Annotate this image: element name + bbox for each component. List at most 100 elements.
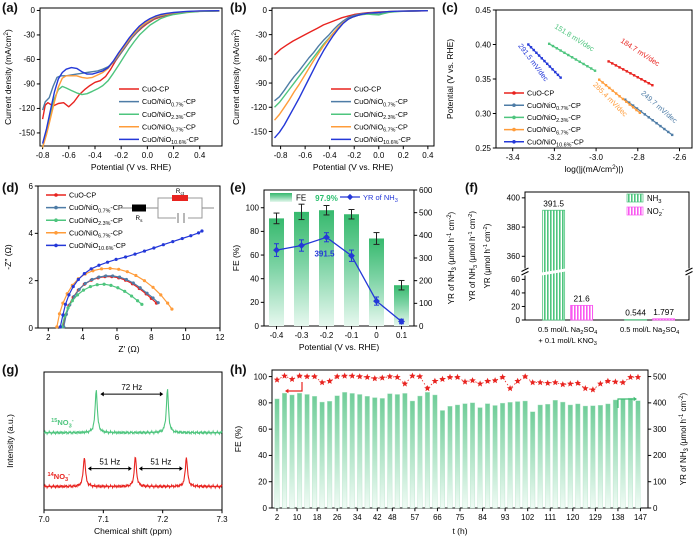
svg-text:48: 48 [388, 513, 397, 522]
svg-text:20: 20 [511, 302, 520, 311]
svg-text:0.40: 0.40 [475, 40, 491, 49]
svg-text:40: 40 [250, 274, 259, 283]
svg-text:t (h): t (h) [452, 526, 467, 536]
svg-text:4: 4 [80, 333, 85, 342]
svg-text:0.4: 0.4 [422, 151, 434, 160]
svg-text:111: 111 [544, 513, 556, 522]
svg-text:-60: -60 [255, 55, 267, 64]
svg-text:FE (%): FE (%) [233, 426, 243, 453]
svg-text:-0.6: -0.6 [298, 151, 312, 160]
svg-text:-60: -60 [23, 55, 35, 64]
svg-text:-90: -90 [255, 79, 267, 88]
svg-text:10: 10 [181, 333, 190, 342]
svg-text:CuO/NiO6.7%-CP: CuO/NiO6.7%-CP [354, 122, 408, 133]
svg-text:Current density (mA/cm2): Current density (mA/cm2) [231, 29, 241, 125]
svg-text:0.5 mol/L Na2SO4: 0.5 mol/L Na2SO4 [538, 325, 597, 336]
svg-text:15NO3-: 15NO3- [51, 418, 74, 429]
svg-text:YR of NH3 (μmol h-1 cm-2): YR of NH3 (μmol h-1 cm-2) [468, 211, 479, 302]
svg-text:-0.8: -0.8 [274, 151, 288, 160]
svg-text:4: 4 [29, 229, 34, 238]
panel-c: (c) -3.4 -3.2 -3.0 -2.8 -2.6 0.25 0.30 0.35 0.40… [440, 0, 700, 180]
svg-text:Potential (V vs. RHE): Potential (V vs. RHE) [445, 39, 455, 119]
svg-text:-0.8: -0.8 [36, 151, 50, 160]
svg-text:-3.4: -3.4 [506, 153, 520, 162]
svg-text:-0.2: -0.2 [320, 331, 334, 340]
svg-text:CuO/NiO6.7%-CP: CuO/NiO6.7%-CP [142, 122, 196, 133]
svg-text:84: 84 [478, 513, 487, 522]
svg-text:100: 100 [419, 299, 433, 308]
svg-text:100: 100 [653, 478, 667, 487]
svg-text:0.45: 0.45 [475, 6, 491, 15]
svg-text:0: 0 [29, 324, 34, 333]
svg-text:7.3: 7.3 [216, 515, 228, 524]
svg-text:138: 138 [611, 513, 624, 522]
svg-text:12: 12 [216, 333, 225, 342]
svg-text:21.6: 21.6 [574, 293, 591, 303]
svg-text:7.1: 7.1 [98, 515, 110, 524]
svg-text:0.1: 0.1 [396, 331, 408, 340]
svg-text:CuO/NiO0.7%-CP: CuO/NiO0.7%-CP [69, 203, 123, 214]
svg-text:93: 93 [501, 513, 510, 522]
svg-text:CuO/NiO2.3%-CP: CuO/NiO2.3%-CP [142, 110, 196, 121]
svg-text:-0.2: -0.2 [114, 151, 128, 160]
svg-text:60: 60 [511, 275, 520, 284]
svg-text:66: 66 [433, 513, 442, 522]
svg-text:0: 0 [419, 322, 424, 331]
chart-a-lsv: -0.8 -0.6 -0.4 -0.2 0.0 0.2 0.4 0 -30 -60 -90 -120 -… [3, 6, 223, 172]
svg-text:147: 147 [634, 513, 647, 522]
svg-text:1.797: 1.797 [653, 307, 674, 317]
svg-text:CuO/NiO6.7%-CP: CuO/NiO6.7%-CP [69, 228, 123, 239]
svg-text:129: 129 [589, 513, 602, 522]
svg-text:CuO-CP: CuO-CP [69, 191, 96, 200]
svg-text:CuO/NiO10.6%-CP: CuO/NiO10.6%-CP [354, 135, 411, 146]
svg-text:-0.4: -0.4 [88, 151, 102, 160]
svg-text:0: 0 [263, 504, 268, 513]
svg-text:CuO/NiO0.7%-CP: CuO/NiO0.7%-CP [354, 97, 408, 108]
svg-text:97.9%: 97.9% [315, 194, 338, 203]
svg-text:20: 20 [250, 298, 259, 307]
svg-text:60: 60 [250, 251, 259, 260]
chart-c-tafel: -3.4 -3.2 -3.0 -2.8 -2.6 0.25 0.30 0.35 0.40 0.45… [445, 6, 693, 174]
svg-text:0.4: 0.4 [194, 151, 206, 160]
panel-b-label: (b) [230, 0, 247, 15]
svg-text:2: 2 [46, 333, 51, 342]
svg-text:14NO3-: 14NO3- [48, 472, 71, 483]
svg-text:-120: -120 [19, 104, 36, 113]
svg-text:0: 0 [255, 322, 260, 331]
svg-text:CuO/NiO6.7%-CP: CuO/NiO6.7%-CP [527, 125, 581, 136]
svg-text:300: 300 [653, 425, 667, 434]
svg-text:51 Hz: 51 Hz [99, 458, 120, 467]
svg-text:391.5: 391.5 [314, 249, 335, 258]
chart-h-stability: 2 10 18 26 34 42 48 57 66 75 84 93 102 111 120 129 138 14… [233, 369, 690, 536]
svg-text:0: 0 [31, 6, 36, 15]
svg-text:75: 75 [456, 513, 465, 522]
svg-text:-3.0: -3.0 [589, 153, 603, 162]
svg-text:400: 400 [653, 399, 667, 408]
svg-text:FE: FE [296, 194, 306, 203]
svg-text:-0.1: -0.1 [345, 331, 359, 340]
svg-text:FE (%): FE (%) [231, 245, 241, 272]
svg-text:Rs: Rs [136, 215, 144, 224]
svg-text:100: 100 [254, 372, 268, 381]
svg-text:8: 8 [149, 333, 154, 342]
panel-g: (g) 7.0 7.1 7.2 7.3 Chemical shift (ppm) Inte… [0, 362, 228, 547]
svg-text:0: 0 [516, 316, 521, 325]
svg-text:CuO/NiO2.3%-CP: CuO/NiO2.3%-CP [527, 113, 581, 124]
svg-text:Intensity (a.u.): Intensity (a.u.) [5, 414, 15, 468]
svg-text:380: 380 [507, 223, 521, 232]
svg-text:400: 400 [507, 194, 521, 203]
panel-f: (f) 0 20 40 60 360 380 400 391.5 21.6 0.5 mol/L N… [463, 180, 700, 362]
svg-text:CuO/NiO0.7%-CP: CuO/NiO0.7%-CP [527, 101, 581, 112]
svg-text:CuO-CP: CuO-CP [354, 85, 381, 94]
svg-text:0: 0 [653, 504, 658, 513]
svg-text:YR (μmol h-1 cm-2): YR (μmol h-1 cm-2) [483, 223, 492, 288]
svg-text:log(|j(mA/cm2)|): log(|j(mA/cm2)|) [565, 164, 624, 174]
svg-text:2: 2 [275, 513, 279, 522]
svg-text:Rct: Rct [176, 188, 185, 197]
chart-f-selectivity: 0 20 40 60 360 380 400 391.5 21.6 0.5 mol/L Na2SO… [468, 191, 693, 347]
svg-text:34: 34 [353, 513, 362, 522]
svg-text:51 Hz: 51 Hz [150, 458, 171, 467]
panel-c-label: (c) [442, 0, 458, 15]
svg-text:400: 400 [419, 231, 433, 240]
